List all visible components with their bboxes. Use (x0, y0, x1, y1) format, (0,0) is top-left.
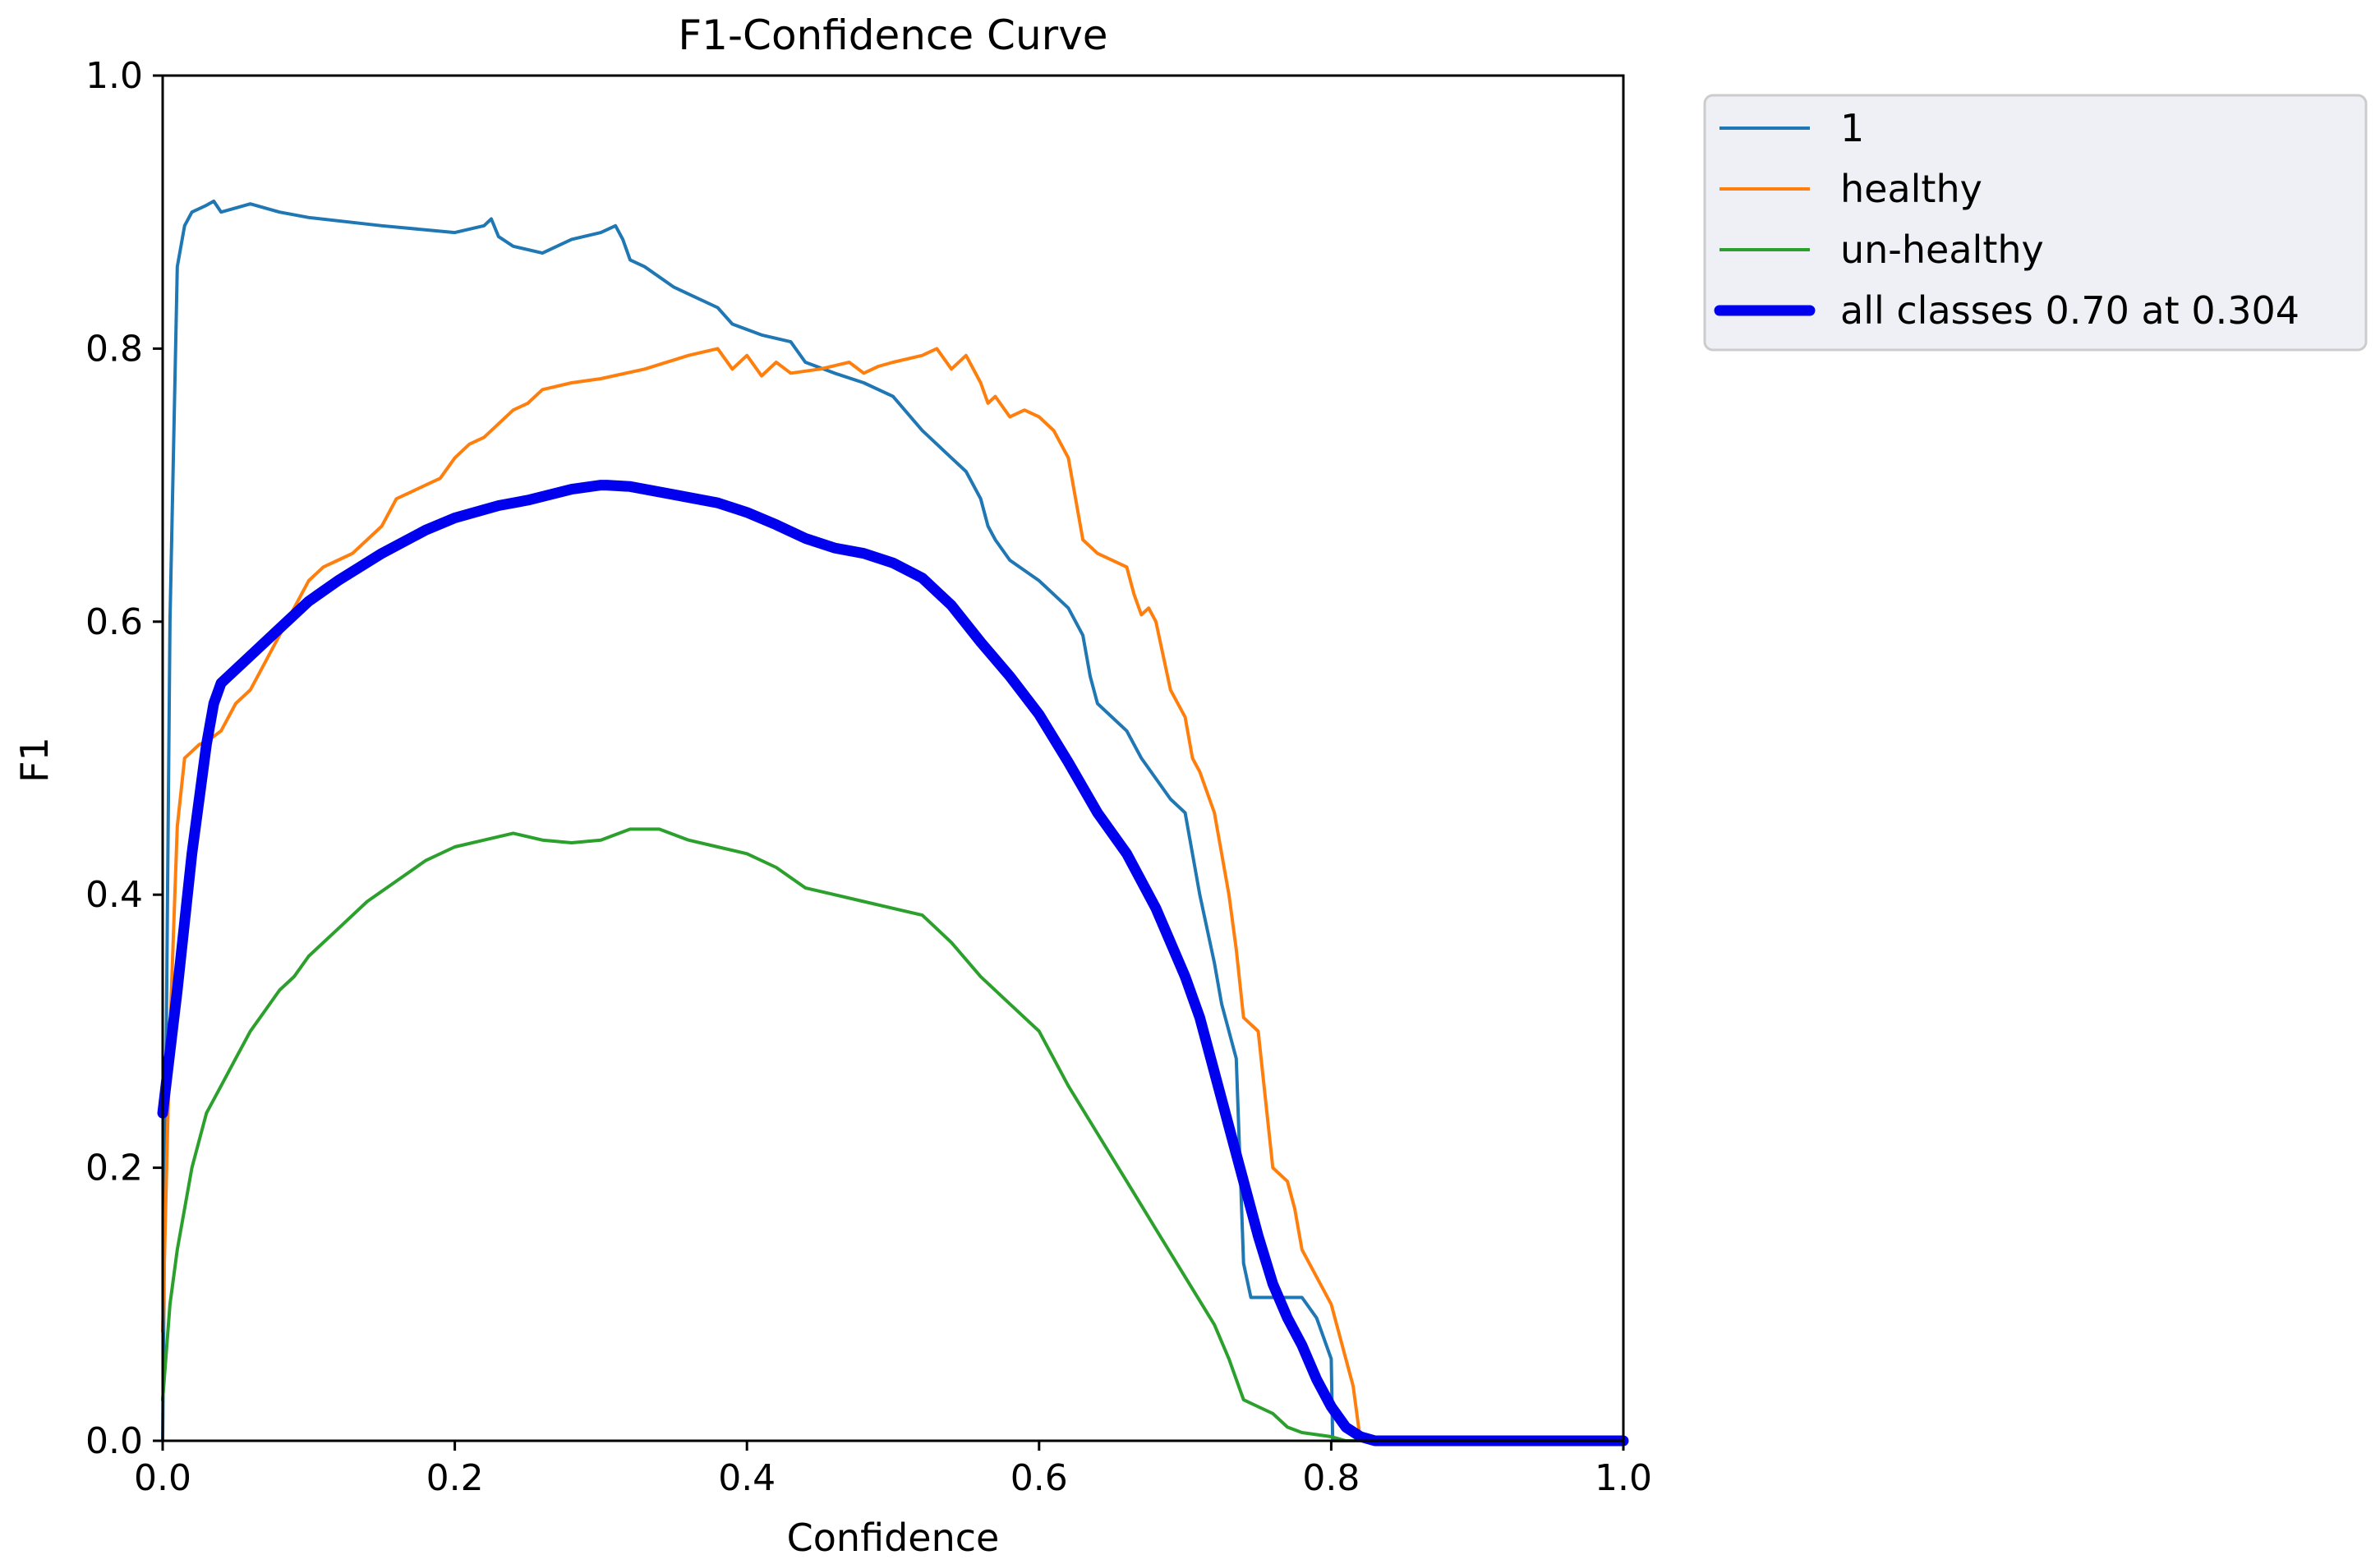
legend-label: healthy (1840, 167, 1982, 211)
x-tick-label: 0.0 (134, 1457, 191, 1499)
x-tick-label: 0.2 (426, 1457, 484, 1499)
y-axis-title: F1 (12, 737, 57, 783)
x-tick-label: 0.6 (1010, 1457, 1068, 1499)
legend: 1 healthy un-healthy all classes 0.70 at 0.… (1703, 94, 2368, 352)
x-axis: 0.0 0.2 0.4 0.6 0.8 1.0 (134, 1441, 1652, 1499)
y-tick-label: 0.4 (85, 874, 143, 916)
y-tick-label: 0.2 (85, 1148, 143, 1189)
chart-title: F1-Confidence Curve (678, 12, 1107, 59)
x-tick-label: 0.4 (718, 1457, 776, 1499)
plot-frame (161, 74, 1625, 1442)
series-layer (157, 199, 1629, 1447)
y-tick-label: 0.8 (85, 328, 143, 370)
y-tick-label: 0.0 (85, 1420, 143, 1462)
x-axis-title: Confidence (787, 1516, 1000, 1560)
series-line-1 (161, 199, 1625, 1442)
legend-box (1703, 94, 2368, 352)
legend-label: un-healthy (1840, 228, 2044, 272)
series-line-un-healthy (161, 827, 1625, 1442)
legend-label: all classes 0.70 at 0.304 (1840, 288, 2299, 333)
y-axis: 0.0 0.2 0.4 0.6 0.8 1.0 (85, 55, 163, 1462)
x-tick-label: 0.8 (1302, 1457, 1360, 1499)
legend-items: 1 healthy un-healthy all classes 0.70 at 0.… (1714, 106, 2299, 333)
series-line-healthy (161, 347, 1625, 1442)
legend-label: 1 (1840, 106, 1864, 150)
x-tick-label: 1.0 (1595, 1457, 1652, 1499)
series-line-all-classes (157, 480, 1629, 1447)
y-tick-label: 0.6 (85, 601, 143, 643)
y-tick-label: 1.0 (85, 55, 143, 97)
